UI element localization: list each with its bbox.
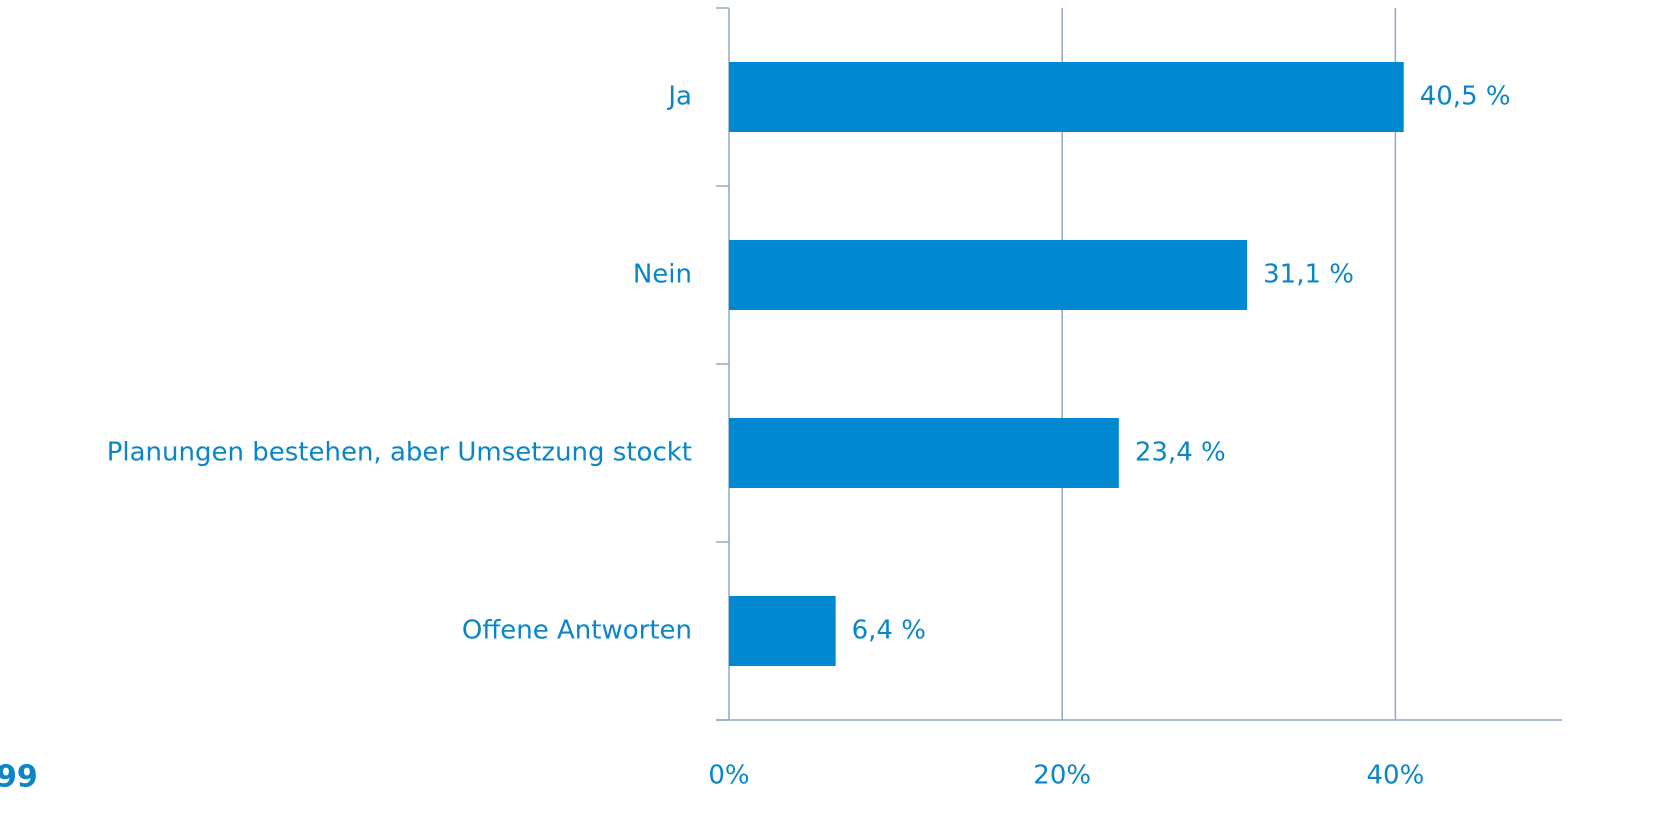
data-label: 31,1 % — [1263, 260, 1354, 290]
y-tick-label: Nein — [633, 260, 692, 290]
page-number: 99 — [0, 760, 38, 795]
x-tick-label: 40% — [1367, 761, 1425, 791]
bar — [729, 418, 1119, 488]
data-label: 6,4 % — [852, 616, 926, 646]
bar — [729, 62, 1404, 132]
y-tick-label: Planungen bestehen, aber Umsetzung stock… — [107, 438, 692, 468]
x-tick-label: 20% — [1033, 761, 1091, 791]
bar — [729, 240, 1248, 310]
y-tick-label: Ja — [666, 82, 692, 112]
data-label: 23,4 % — [1135, 438, 1226, 468]
bar — [729, 596, 836, 666]
x-tick-label: 0% — [708, 761, 749, 791]
data-label: 40,5 % — [1420, 82, 1511, 112]
y-tick-label: Offene Antworten — [462, 616, 692, 646]
